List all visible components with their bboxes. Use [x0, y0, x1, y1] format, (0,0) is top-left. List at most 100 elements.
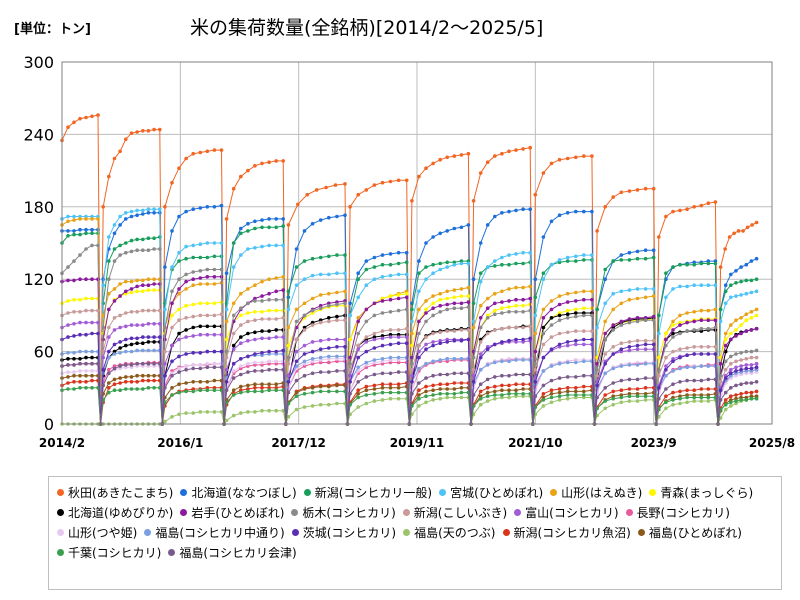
data-point: [713, 318, 718, 323]
data-point: [335, 314, 339, 319]
data-point: [260, 389, 264, 394]
data-point: [107, 174, 111, 179]
data-point: [205, 255, 210, 260]
data-point: [112, 299, 117, 303]
data-point: [611, 323, 615, 327]
data-point: [260, 382, 264, 387]
data-point: [112, 247, 117, 251]
data-point: [177, 166, 181, 170]
data-point: [424, 166, 428, 170]
data-point: [396, 360, 401, 365]
data-point: [78, 386, 82, 390]
data-point: [627, 345, 632, 349]
data-point: [253, 352, 257, 356]
data-point: [112, 377, 117, 382]
data-point: [274, 243, 279, 248]
data-point: [452, 301, 457, 306]
data-point: [590, 209, 594, 214]
data-point: [671, 323, 675, 327]
data-point: [514, 303, 518, 308]
data-point: [565, 312, 570, 317]
data-point: [734, 369, 738, 373]
data-point: [72, 373, 76, 378]
data-point: [364, 283, 369, 288]
data-point: [66, 299, 70, 303]
data-point: [438, 387, 443, 391]
data-point: [118, 243, 122, 248]
data-point: [310, 320, 315, 325]
data-point: [582, 337, 586, 342]
data-point: [231, 301, 236, 306]
chart-title: 米の集荷数量(全銘柄)[2014/2〜2025/5]: [190, 17, 544, 39]
data-point: [410, 373, 414, 378]
data-point: [191, 334, 195, 338]
legend-item: 秋田(あきたこまち): [57, 482, 173, 502]
data-point: [348, 337, 352, 342]
data-point: [734, 365, 738, 370]
data-point: [158, 322, 162, 326]
data-point: [129, 279, 134, 284]
data-point: [327, 316, 331, 320]
data-point: [459, 386, 464, 390]
data-point: [424, 277, 428, 282]
data-point: [574, 329, 578, 333]
data-point: [177, 287, 181, 291]
data-point: [239, 357, 243, 361]
data-point: [260, 369, 264, 373]
data-point: [380, 386, 385, 390]
data-point: [507, 253, 511, 257]
data-point: [135, 130, 139, 134]
data-point: [404, 295, 409, 300]
data-point: [224, 367, 229, 372]
data-point: [260, 299, 264, 303]
data-point: [619, 323, 624, 327]
data-point: [541, 316, 546, 320]
data-point: [692, 393, 696, 397]
data-point: [239, 411, 243, 415]
data-point: [219, 312, 224, 317]
data-point: [253, 410, 257, 414]
data-point: [431, 343, 435, 348]
data-point: [565, 308, 570, 313]
data-point: [84, 320, 88, 325]
data-point: [507, 209, 511, 214]
data-point: [135, 380, 139, 384]
data-point: [191, 380, 195, 384]
data-point: [372, 372, 377, 377]
data-point: [603, 399, 607, 403]
legend: 秋田(あきたこまち) 北海道(ななつぼし) 新潟(コシヒカリ一般) 宮城(ひとめぼれ)…: [48, 476, 782, 590]
data-point: [678, 284, 682, 289]
data-point: [424, 347, 428, 352]
data-point: [445, 329, 450, 333]
data-point: [184, 352, 188, 356]
data-point: [582, 253, 586, 257]
data-point: [459, 328, 464, 332]
data-point: [72, 322, 76, 326]
data-point: [590, 297, 594, 302]
data-point: [521, 207, 525, 211]
data-point: [90, 378, 94, 383]
data-point: [348, 392, 352, 396]
data-point: [191, 283, 195, 288]
data-point: [541, 307, 546, 312]
data-point: [500, 395, 504, 400]
data-point: [417, 381, 421, 385]
data-point: [507, 388, 511, 393]
data-point: [635, 256, 640, 261]
data-point: [78, 380, 82, 384]
data-point: [478, 355, 483, 360]
data-point: [417, 271, 421, 276]
data-point: [198, 242, 203, 246]
data-point: [231, 313, 236, 318]
data-point: [364, 259, 369, 263]
data-point: [521, 337, 525, 342]
data-point: [84, 369, 88, 373]
data-point: [112, 287, 117, 291]
data-point: [239, 372, 243, 377]
data-point: [417, 393, 421, 397]
data-point: [685, 388, 689, 393]
data-point: [671, 349, 675, 354]
data-point: [603, 319, 607, 324]
data-point: [410, 380, 414, 384]
data-point: [267, 225, 271, 230]
